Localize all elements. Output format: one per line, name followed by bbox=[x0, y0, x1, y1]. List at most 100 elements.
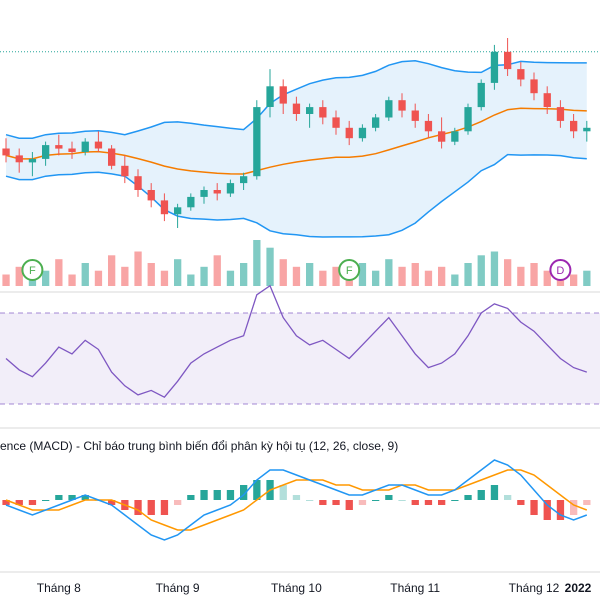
macd-histogram-bar bbox=[543, 500, 551, 520]
candle-body bbox=[504, 51, 512, 70]
macd-histogram-bar bbox=[134, 500, 142, 515]
macd-histogram-bar bbox=[160, 500, 169, 515]
candle bbox=[94, 131, 103, 152]
volume-bar bbox=[15, 266, 23, 286]
volume-bar bbox=[543, 270, 551, 286]
candle bbox=[292, 96, 301, 121]
candle-body bbox=[477, 82, 485, 108]
macd-histogram-bar bbox=[55, 495, 63, 500]
candle bbox=[15, 148, 23, 173]
volume-bar bbox=[332, 266, 340, 286]
candle-body bbox=[411, 110, 419, 121]
candle-body bbox=[464, 107, 472, 132]
volume-bar bbox=[464, 263, 472, 286]
candle-body bbox=[372, 117, 380, 128]
candle bbox=[530, 72, 538, 101]
candle bbox=[477, 79, 485, 111]
volume-bar bbox=[385, 259, 393, 286]
event-marker[interactable]: F bbox=[21, 259, 44, 281]
event-marker[interactable]: F bbox=[338, 259, 361, 281]
volume-bar bbox=[160, 270, 169, 286]
candle bbox=[213, 183, 221, 201]
volume-bar bbox=[147, 263, 155, 286]
volume-bar bbox=[213, 255, 221, 286]
candle-body bbox=[292, 103, 301, 114]
candle-body bbox=[15, 155, 23, 163]
event-marker-label: F bbox=[346, 265, 353, 277]
macd-histogram-bar bbox=[345, 500, 353, 510]
volume-bar bbox=[319, 270, 327, 286]
volume-bar bbox=[292, 266, 301, 286]
candle bbox=[55, 134, 63, 156]
volume-bar bbox=[583, 270, 591, 286]
candle-body bbox=[134, 176, 142, 190]
candle-body bbox=[187, 196, 195, 208]
volume-bar bbox=[108, 255, 116, 286]
macd-panel: ence (MACD) - Chỉ báo trung bình biến đổ… bbox=[0, 439, 591, 541]
candle bbox=[332, 110, 340, 135]
volume-bar bbox=[134, 251, 142, 286]
candle-body bbox=[226, 183, 235, 194]
candle-body bbox=[2, 148, 10, 156]
event-marker-label: D bbox=[556, 265, 564, 277]
macd-histogram-bar bbox=[68, 495, 76, 500]
candle-body bbox=[385, 100, 393, 118]
candle-body bbox=[543, 93, 551, 107]
candle bbox=[451, 127, 459, 146]
macd-histogram-bar bbox=[517, 500, 525, 505]
candle bbox=[174, 203, 182, 228]
candle-body bbox=[490, 51, 499, 83]
event-marker[interactable]: D bbox=[549, 259, 572, 281]
candle-body bbox=[319, 107, 327, 118]
candle-body bbox=[94, 141, 103, 149]
time-axis-label: Tháng 8 bbox=[37, 581, 81, 595]
macd-histogram-bar bbox=[147, 500, 155, 515]
candle-body bbox=[517, 69, 525, 80]
candle bbox=[411, 103, 419, 128]
macd-histogram-bar bbox=[411, 500, 419, 505]
volume-bar bbox=[121, 266, 129, 286]
candle bbox=[226, 179, 235, 197]
time-axis-label: Tháng 9 bbox=[156, 581, 200, 595]
candle-body bbox=[160, 200, 169, 215]
candle bbox=[253, 100, 261, 180]
candle bbox=[240, 172, 248, 190]
candle bbox=[266, 69, 274, 118]
time-axis-label: Tháng 11 bbox=[390, 581, 440, 595]
candle bbox=[68, 141, 76, 159]
macd-histogram bbox=[2, 480, 591, 520]
macd-histogram-bar bbox=[306, 500, 314, 501]
candle-body bbox=[530, 79, 538, 94]
volume-bar bbox=[398, 266, 406, 286]
macd-histogram-bar bbox=[174, 500, 182, 505]
candle bbox=[398, 93, 406, 118]
volume-bar bbox=[490, 251, 499, 286]
volume-bar bbox=[517, 266, 525, 286]
candle-body bbox=[266, 86, 274, 107]
candle-body bbox=[556, 107, 565, 121]
event-marker-label: F bbox=[29, 265, 36, 277]
candle bbox=[385, 96, 393, 121]
candle bbox=[121, 155, 129, 184]
macd-histogram-bar bbox=[253, 480, 261, 500]
volume-bar bbox=[253, 240, 261, 286]
volume-bar bbox=[358, 263, 367, 286]
volume-bar bbox=[187, 274, 195, 286]
bollinger-upper-line bbox=[5, 60, 587, 139]
bollinger-basis-line bbox=[5, 107, 587, 175]
volume-bar bbox=[372, 270, 380, 286]
candle bbox=[358, 124, 367, 142]
candle-body bbox=[345, 127, 353, 139]
candle-body bbox=[583, 127, 591, 132]
macd-histogram-bar bbox=[42, 500, 50, 501]
macd-histogram-bar bbox=[477, 490, 485, 500]
candle bbox=[306, 103, 314, 128]
candle-body bbox=[240, 176, 248, 184]
price-panel bbox=[0, 38, 600, 238]
macd-histogram-bar bbox=[358, 500, 367, 505]
macd-histogram-bar bbox=[490, 485, 499, 500]
macd-histogram-bar bbox=[530, 500, 538, 515]
macd-histogram-bar bbox=[372, 500, 380, 501]
volume-bar bbox=[279, 259, 287, 286]
